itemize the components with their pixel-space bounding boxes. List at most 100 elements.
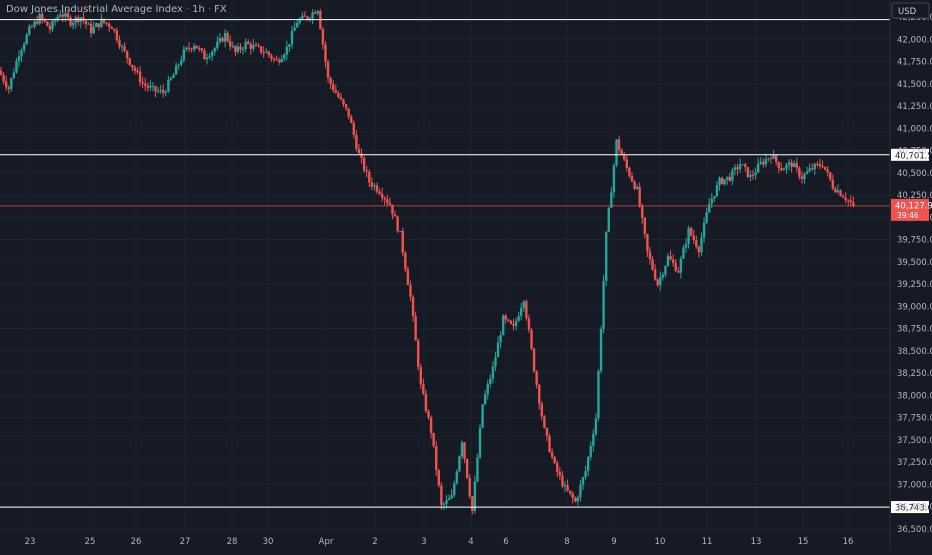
candle-body: [512, 323, 515, 326]
candle-body: [59, 14, 62, 17]
candle-body: [581, 477, 585, 485]
candle-body: [324, 44, 327, 62]
candle-body: [280, 58, 283, 63]
candle-body: [610, 192, 613, 208]
countdown-label: 39:46: [897, 211, 919, 220]
time-tick-label: 26: [131, 537, 142, 547]
candle-body: [615, 139, 618, 166]
time-tick-label: 28: [227, 537, 238, 547]
candle-body: [360, 153, 363, 158]
candle-body: [247, 41, 250, 44]
price-tick-label: 39,500.00: [897, 258, 932, 268]
candle-body: [507, 319, 510, 321]
candle-body: [254, 45, 258, 47]
candle-body: [326, 61, 330, 78]
candle-body: [267, 51, 271, 56]
time-tick-label: 23: [25, 537, 36, 547]
candle-body: [589, 445, 592, 458]
candle-body: [110, 26, 113, 29]
candle-body: [259, 46, 263, 53]
candle-body: [682, 247, 685, 259]
price-scale[interactable]: 42,250.0042,000.0041,750.0041,500.0041,2…: [889, 0, 932, 550]
candle-body: [172, 74, 175, 78]
candle-body: [396, 216, 399, 232]
candle-body: [844, 197, 847, 201]
candle-body: [532, 348, 536, 372]
candle-body: [584, 470, 587, 478]
candle-body: [829, 172, 832, 180]
candle-body: [365, 170, 368, 172]
candle-body: [818, 163, 822, 167]
candle-body: [33, 21, 36, 27]
candle-body: [398, 231, 402, 233]
time-tick-label: 15: [798, 537, 809, 547]
candle-body: [87, 23, 90, 25]
candle-body: [12, 72, 16, 79]
candle-body: [20, 50, 23, 57]
candle-body: [530, 329, 533, 349]
candle-body: [756, 163, 760, 173]
candle-body: [53, 20, 57, 22]
currency-button[interactable]: [891, 2, 930, 19]
horizontal-levels[interactable]: 40,701.55 36,743.61: [0, 19, 932, 514]
current-price-tag[interactable]: [891, 198, 929, 221]
candle-body: [125, 50, 129, 59]
price-tick-label: 39,250.00: [897, 280, 932, 290]
time-scale[interactable]: 23 25 26 27 28 30 Apr 2 3 4 6 8 9 10 11 13 15 16: [25, 537, 854, 547]
candle-body: [746, 167, 750, 178]
price-tick-label: 38,750.00: [897, 325, 932, 335]
candle-body: [491, 366, 495, 379]
candle-body: [604, 231, 608, 281]
candle-body: [113, 28, 116, 31]
price-tick-label: 41,250.00: [897, 102, 932, 112]
candle-body: [684, 243, 688, 248]
candle-body: [205, 57, 209, 60]
candle-body: [623, 155, 626, 160]
candle-body: [687, 228, 690, 244]
candle-body: [177, 64, 180, 66]
candle-body: [520, 308, 523, 317]
candle-body: [504, 315, 507, 320]
time-tick-label: 27: [180, 537, 191, 547]
candle-body: [625, 159, 628, 168]
candle-body: [270, 55, 273, 59]
candle-body: [141, 82, 144, 84]
candle-body: [718, 177, 721, 186]
time-tick-label: 6: [503, 537, 508, 547]
candle-body: [303, 15, 307, 17]
candle-body: [288, 44, 291, 47]
candle-body: [223, 33, 227, 42]
candle-body: [252, 45, 255, 49]
grid: [0, 0, 890, 530]
candle-body: [414, 316, 417, 341]
candle-body: [661, 274, 665, 278]
candle-body: [648, 251, 652, 260]
candle-body: [435, 446, 438, 471]
candle-body: [316, 10, 319, 14]
price-tick-label: 41,750.00: [897, 58, 932, 68]
candle-body: [463, 442, 466, 459]
candle-body: [692, 235, 695, 241]
candle-body: [800, 176, 804, 180]
symbol-legend[interactable]: Dow Jones Industrial Average Index · 1h · FX: [6, 4, 227, 15]
candle-body: [213, 48, 216, 52]
candle-body: [308, 18, 312, 20]
candle-body: [450, 495, 453, 499]
candle-body: [221, 37, 224, 42]
candle-body: [782, 168, 786, 171]
candle-body: [10, 78, 13, 89]
candle-body: [272, 58, 276, 60]
candle-body: [741, 164, 744, 166]
price-tick-label: 36,750.00: [897, 503, 932, 513]
price-tick-label: 36,500.00: [897, 525, 932, 535]
candle-body: [847, 200, 850, 202]
candle-body: [409, 285, 412, 297]
candle-body: [167, 79, 170, 92]
candle-body: [401, 231, 404, 253]
candle-body: [311, 12, 314, 19]
candle-body: [816, 163, 819, 165]
time-tick-label: 16: [843, 537, 854, 547]
candle-body: [744, 164, 747, 168]
